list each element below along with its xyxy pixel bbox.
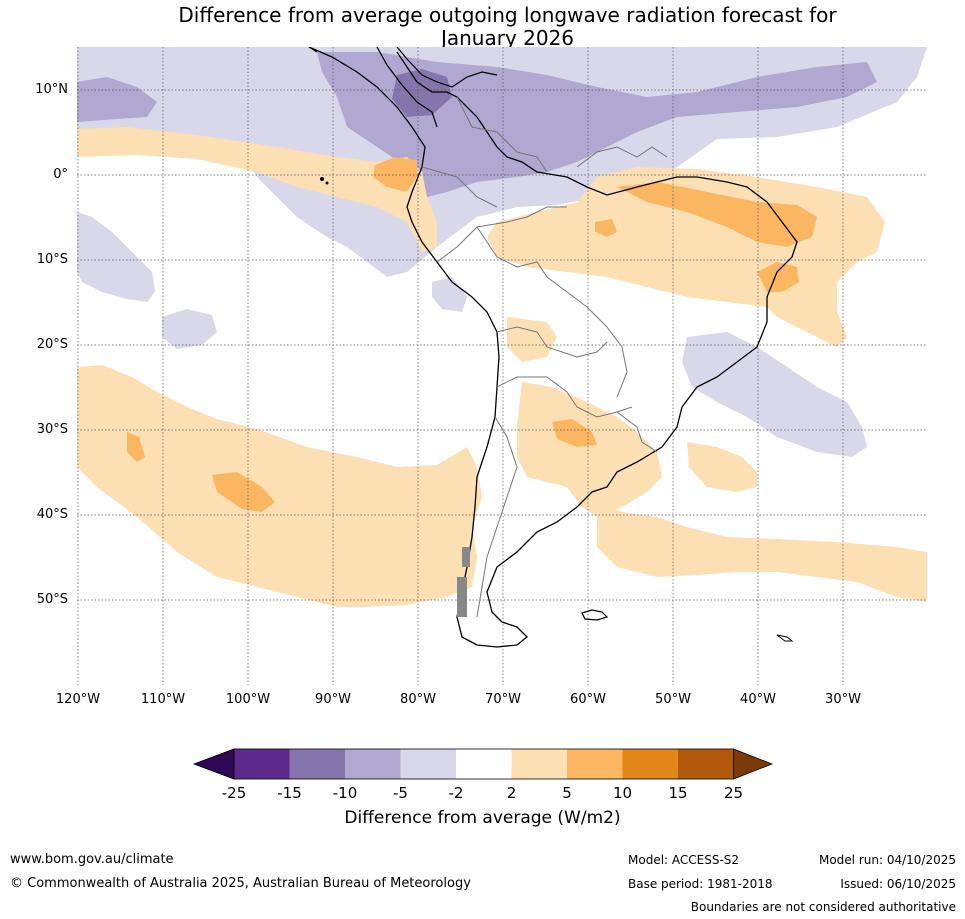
lon-label: 90°W bbox=[315, 692, 351, 707]
colorbar-tick: -5 bbox=[393, 784, 408, 802]
colorbar-tick: -25 bbox=[221, 784, 247, 802]
colorbar-tick: -10 bbox=[332, 784, 358, 802]
colorbar-segment bbox=[567, 749, 623, 779]
anomaly-region-light-orange-south-atlantic bbox=[597, 502, 927, 602]
lat-label: 40°S bbox=[36, 507, 68, 522]
anomaly-region-light-lavender-small bbox=[162, 309, 217, 349]
lon-label: 110°W bbox=[140, 692, 186, 707]
lon-label: 100°W bbox=[225, 692, 271, 707]
colorbar-segment bbox=[289, 749, 345, 779]
colorbar-segment bbox=[345, 749, 401, 779]
colorbar-title: Difference from average (W/m2) bbox=[344, 808, 621, 828]
colorbar-segment bbox=[511, 749, 567, 779]
chilean-archipelago bbox=[457, 547, 470, 617]
colorbar-tick: -15 bbox=[277, 784, 302, 802]
lat-label: 0° bbox=[53, 167, 68, 182]
colorbar-arrow-left bbox=[192, 748, 235, 780]
colorbar-segment bbox=[456, 749, 512, 779]
lat-label: 20°S bbox=[36, 337, 68, 352]
anomaly-region-orange-bolivia bbox=[595, 219, 617, 237]
colorbar-tick: 25 bbox=[723, 784, 744, 802]
falkland-islands bbox=[581, 609, 609, 621]
anomaly-region-orange-ne-brazil bbox=[757, 262, 799, 292]
lon-label: 50°W bbox=[655, 692, 691, 707]
map-title: Difference from average outgoing longwav… bbox=[0, 4, 965, 50]
colorbar-tick: 2 bbox=[506, 784, 517, 802]
model-run-text: Model run: 04/10/2025 bbox=[818, 853, 956, 867]
map-area bbox=[77, 47, 927, 685]
copyright-text: © Commonwealth of Australia 2025, Austra… bbox=[10, 876, 471, 891]
anomaly-region-orange-ecuador bbox=[373, 157, 417, 192]
colorbar bbox=[192, 748, 774, 780]
anomaly-region-light-orange-atlantic-patch bbox=[687, 442, 757, 492]
colorbar-tick: 10 bbox=[612, 784, 633, 802]
colorbar-tick: -2 bbox=[448, 784, 464, 802]
lat-label: 10°S bbox=[36, 252, 68, 267]
south-america-coastline bbox=[308, 47, 798, 648]
lon-label: 80°W bbox=[400, 692, 436, 707]
anomaly-region-light-lavender-east bbox=[682, 332, 867, 457]
anomaly-region-orange-pacific-b bbox=[127, 432, 145, 462]
anomaly-region-light-orange-equatorial bbox=[77, 127, 437, 252]
lat-label: 30°S bbox=[36, 422, 68, 437]
anomaly-region-light-lavender-andes bbox=[432, 277, 467, 312]
lon-label: 60°W bbox=[570, 692, 606, 707]
anomaly-region-light-orange-bolivia bbox=[507, 317, 557, 362]
anomaly-region-purple bbox=[392, 69, 452, 117]
anomaly-region-light-orange-argentina bbox=[517, 382, 662, 517]
lat-label: 50°S bbox=[36, 592, 68, 607]
lon-label: 70°W bbox=[485, 692, 521, 707]
colorbar-tick: 5 bbox=[562, 784, 572, 802]
anomaly-region-lavender-north bbox=[77, 52, 877, 197]
galapagos-islands bbox=[320, 177, 329, 185]
central-america-coastline bbox=[308, 47, 498, 128]
issued-text: Issued: 06/10/2025 bbox=[840, 877, 956, 891]
anomaly-region-orange-pacific-a bbox=[212, 472, 275, 512]
lon-label: 120°W bbox=[55, 692, 101, 707]
colorbar-tick: 15 bbox=[668, 784, 688, 802]
country-borders bbox=[421, 96, 668, 618]
website-link[interactable]: www.bom.gov.au/climate bbox=[10, 852, 174, 867]
title-line-1: Difference from average outgoing longwav… bbox=[178, 3, 837, 27]
colorbar-segment bbox=[678, 749, 734, 779]
anomaly-region-light-lavender-west bbox=[77, 212, 155, 302]
map-svg bbox=[77, 47, 927, 685]
colorbar-outline bbox=[233, 748, 734, 780]
colorbar-segment bbox=[234, 749, 290, 779]
anomaly-region-orange-brazil bbox=[617, 182, 817, 247]
colorbar-segment bbox=[622, 749, 678, 779]
colorbar-arrow-right bbox=[733, 748, 774, 780]
colorbar-segment bbox=[400, 749, 456, 779]
anomaly-region-orange-argentina bbox=[552, 419, 597, 447]
anomaly-region-light-orange-south-pacific bbox=[77, 365, 482, 607]
base-period-text: Base period: 1981-2018 bbox=[628, 877, 773, 891]
south-georgia bbox=[776, 634, 794, 642]
model-text: Model: ACCESS-S2 bbox=[628, 853, 740, 867]
lat-label: 10°N bbox=[35, 82, 68, 97]
lon-label: 30°W bbox=[825, 692, 861, 707]
lon-label: 40°W bbox=[740, 692, 776, 707]
title-line-2: January 2026 bbox=[440, 26, 575, 50]
disclaimer-text: Boundaries are not considered authoritat… bbox=[690, 900, 956, 914]
